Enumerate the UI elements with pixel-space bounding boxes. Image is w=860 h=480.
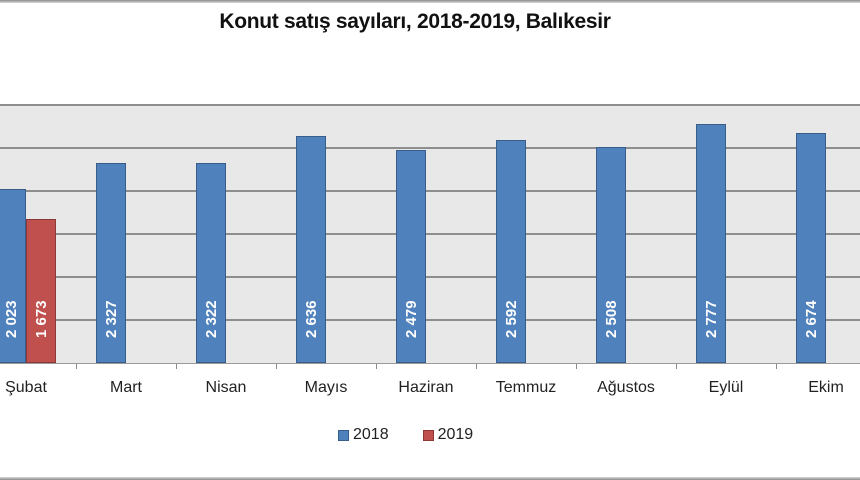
legend-item-2018[interactable]: 2018: [338, 426, 389, 444]
bar-value-label: 2 327: [103, 300, 120, 338]
bar-value-label: 2 508: [603, 300, 620, 338]
bar-2018[interactable]: 2 592: [496, 140, 526, 363]
bar-2018[interactable]: 2 023: [0, 189, 26, 363]
bar-2019[interactable]: 1 673: [26, 219, 56, 363]
legend: 2018 2019: [338, 424, 473, 446]
gridline: [0, 233, 860, 235]
x-tick: [376, 364, 377, 369]
bar-2018[interactable]: 2 777: [696, 124, 726, 363]
legend-label-2018: 2018: [353, 426, 389, 443]
bar-value-label: 2 322: [203, 300, 220, 338]
bar-2018[interactable]: 2 636: [296, 136, 326, 363]
x-tick: [676, 364, 677, 369]
bar-value-label: 2 777: [703, 300, 720, 338]
bar-2018[interactable]: 2 322: [196, 163, 226, 363]
x-tick: [176, 364, 177, 369]
gridline: [0, 319, 860, 321]
legend-item-2019[interactable]: 2019: [422, 426, 474, 444]
x-tick-label: Ekim: [808, 379, 844, 396]
gridline: [0, 104, 860, 106]
bar-2018[interactable]: 2 508: [596, 147, 626, 363]
chart-title: Konut satış sayıları, 2018-2019, Balıkes…: [219, 10, 611, 33]
bar-value-label: 2 479: [403, 300, 420, 338]
x-tick-label: Mayıs: [304, 379, 348, 396]
frame-top-border: [0, 0, 860, 3]
legend-swatch-2019: [422, 429, 434, 441]
bar-value-label: 2 674: [803, 300, 820, 338]
x-tick-label: Temmuz: [495, 379, 557, 396]
x-axis-line: [0, 363, 860, 364]
x-tick: [776, 364, 777, 369]
x-tick-label: Şubat: [5, 379, 47, 396]
bar-value-label: 2 592: [503, 300, 520, 338]
x-tick-label: Ağustos: [597, 379, 655, 396]
gridline: [0, 276, 860, 278]
gridline: [0, 190, 860, 192]
x-tick-label: Mart: [110, 379, 142, 396]
x-tick: [576, 364, 577, 369]
bar-2018[interactable]: 2 327: [96, 162, 126, 363]
gridline: [0, 147, 860, 149]
x-tick: [276, 364, 277, 369]
x-tick: [76, 364, 77, 369]
legend-label-2019: 2019: [437, 426, 474, 443]
bar-2018[interactable]: 2 674: [796, 133, 826, 363]
bar-2018[interactable]: 2 479: [396, 149, 426, 363]
bar-value-label: 2 636: [303, 300, 320, 338]
frame-bottom-border: [0, 477, 860, 480]
x-tick-label: Haziran: [398, 379, 454, 396]
x-tick-label: Nisan: [205, 379, 247, 396]
bar-value-label: 2 023: [3, 300, 20, 338]
x-tick: [476, 364, 477, 369]
x-tick-label: Eylül: [708, 379, 744, 396]
bar-value-label: 1 673: [33, 300, 50, 338]
legend-swatch-2018: [338, 429, 349, 441]
